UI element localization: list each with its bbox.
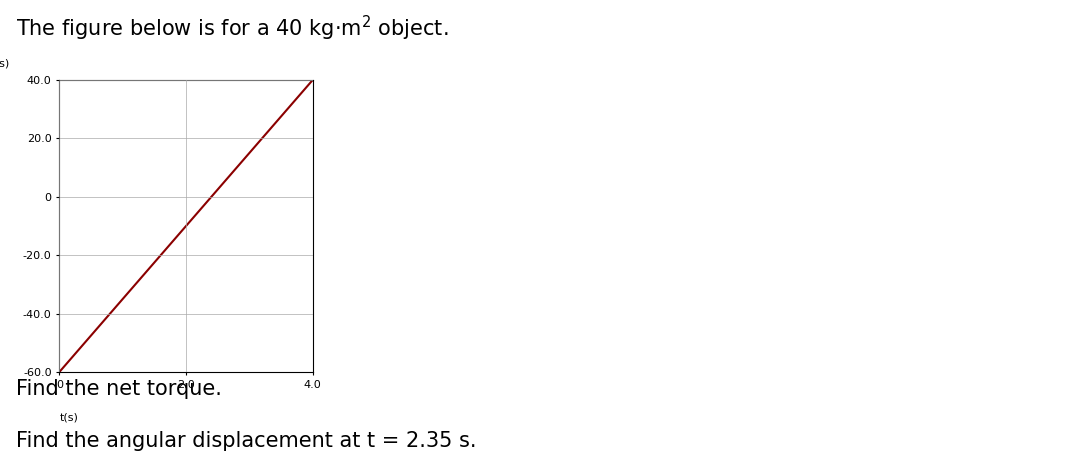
Text: ω(rad/s): ω(rad/s) (0, 58, 10, 68)
Text: t(s): t(s) (59, 413, 79, 423)
Text: The figure below is for a 40 kg·m$^{2}$ object.: The figure below is for a 40 kg·m$^{2}$ … (16, 14, 448, 43)
Text: Find the angular displacement at t = 2.35 s.: Find the angular displacement at t = 2.3… (16, 431, 476, 451)
Text: Find the net torque.: Find the net torque. (16, 379, 222, 399)
